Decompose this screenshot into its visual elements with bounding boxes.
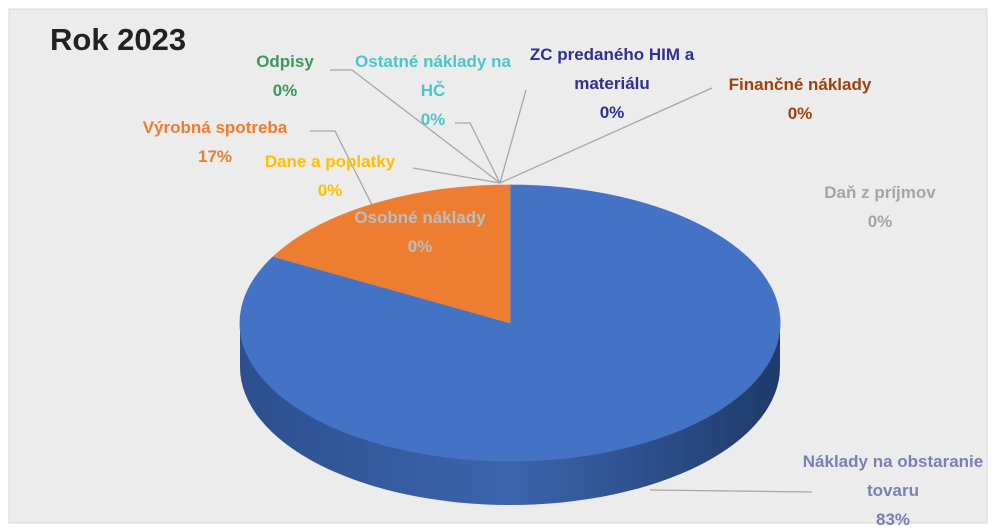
value-label: 0% xyxy=(599,103,625,122)
leader-line xyxy=(499,87,713,184)
category-label: Ostatné náklady na HČ xyxy=(355,52,511,100)
value-label: 0% xyxy=(867,212,893,231)
category-label: Finančné náklady xyxy=(728,75,872,94)
slice xyxy=(272,184,511,324)
value-label: 0% xyxy=(787,104,813,123)
data-label: Ostatné náklady na HČ 0% xyxy=(353,47,513,134)
data-label: Odpisy 0% xyxy=(240,47,330,105)
category-label: Výrobná spotreba xyxy=(142,118,288,137)
leader-line xyxy=(649,489,813,493)
data-label: Daň z príjmov 0% xyxy=(795,178,965,236)
value-label: 17% xyxy=(197,147,233,166)
data-label: Finančné náklady 0% xyxy=(705,70,895,128)
data-label: Výrobná spotreba 17% xyxy=(115,113,315,171)
chart-title: Rok 2023 xyxy=(50,22,187,57)
leader-line xyxy=(310,130,373,206)
value-label: 0% xyxy=(272,81,298,100)
data-label: ZC predaného HIM a materiálu 0% xyxy=(527,40,697,127)
category-label: Odpisy xyxy=(256,52,314,71)
leader-line xyxy=(330,69,501,184)
slice-side xyxy=(240,323,780,505)
category-label: Daň z príjmov xyxy=(824,183,936,202)
data-label: Náklady na obstaranie tovaru 83% xyxy=(798,447,988,531)
leader-line xyxy=(412,167,501,184)
data-label: Dane a poplatky 0% xyxy=(240,147,420,205)
category-label: Osobné náklady xyxy=(354,208,486,227)
value-label: 83% xyxy=(875,510,911,529)
category-label: ZC predaného HIM a materiálu xyxy=(529,45,695,93)
leader-line xyxy=(455,122,501,184)
value-label: 0% xyxy=(407,237,433,256)
value-label: 0% xyxy=(317,181,343,200)
data-label: Osobné náklady 0% xyxy=(330,203,510,261)
category-label: Dane a poplatky xyxy=(264,152,396,171)
category-label: Náklady na obstaranie tovaru xyxy=(802,452,984,500)
value-label: 0% xyxy=(420,110,446,129)
leader-line xyxy=(499,89,527,184)
leader-lines xyxy=(310,69,813,493)
